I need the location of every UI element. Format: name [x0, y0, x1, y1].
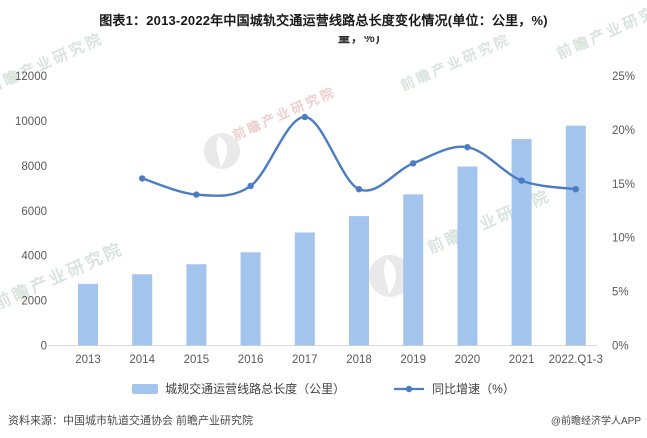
page-title: 图表1：2013-2022年中国城轨交通运营线路总长度变化情况(单位：公里，%): [99, 13, 548, 28]
growth-line-marker: [572, 185, 579, 193]
growth-line-marker: [139, 175, 146, 182]
legend-item-growth-rate: 同比增速（%）: [393, 380, 515, 397]
bar-2016: [240, 252, 261, 346]
y-axis-left-tick-label: 10000: [15, 116, 47, 128]
y-axis-right-tick-label: 10%: [612, 233, 635, 245]
chart-legend: 城规交通运营线路总长度（公里） 同比增速（%）: [0, 380, 647, 397]
x-axis-label-2017: 2017: [292, 354, 318, 366]
data-source-text: 资料来源：中国城市轨道交通协会 前瞻产业研究院: [8, 415, 254, 427]
y-axis-right-tick-label: 15%: [612, 179, 635, 191]
x-axis-label-2020: 2020: [455, 354, 481, 366]
y-axis-left-tick-label: 6000: [21, 206, 47, 218]
bar-2015: [186, 264, 207, 346]
growth-line-marker: [247, 182, 254, 190]
y-axis-right-tick-label: 20%: [612, 125, 635, 137]
growth-line-marker: [464, 143, 471, 151]
legend-bar-label: 城规交通运营线路总长度（公里）: [165, 382, 346, 396]
y-axis-left-tick-label: 8000: [21, 161, 47, 173]
x-axis-label-2014: 2014: [129, 354, 155, 366]
brand-credit-text: @前瞻经济学人APP: [550, 416, 641, 427]
growth-line-marker: [355, 185, 363, 193]
x-axis-label-2013: 2013: [75, 354, 101, 366]
x-axis-label-2018: 2018: [346, 354, 372, 366]
x-axis-label-2021: 2021: [509, 354, 535, 366]
legend-item-total-length: 城规交通运营线路总长度（公里）: [132, 380, 345, 397]
growth-line-marker: [410, 160, 417, 167]
legend-bar-swatch: [132, 383, 159, 394]
bar-2018: [349, 216, 369, 346]
x-axis-label-2022.Q1-3: 2022.Q1-3: [549, 354, 603, 366]
x-axis-label-2019: 2019: [400, 354, 426, 366]
bar-2014: [132, 274, 153, 346]
y-axis-left-tick-label: 12000: [15, 71, 47, 83]
y-axis-right-tick-label: 0%: [612, 341, 629, 353]
legend-line-swatch-icon: [394, 385, 425, 392]
y-axis-right-tick-label: 25%: [612, 71, 635, 83]
bar-2013: [78, 283, 98, 346]
growth-rate-line: [141, 115, 577, 198]
bar-2017: [294, 232, 315, 346]
y-axis-left-tick-label: 4000: [21, 251, 47, 263]
x-axis-label-2015: 2015: [184, 354, 210, 366]
x-axis-label-2016: 2016: [238, 354, 264, 366]
bar-2019: [403, 194, 424, 346]
y-axis-right-tick-label: 5%: [612, 287, 629, 299]
y-axis-left-tick-label: 2000: [21, 296, 47, 308]
legend-line-label: 同比增速（%）: [432, 382, 515, 396]
bar-2022.Q1-3: [565, 125, 586, 346]
y-axis-left-tick-label: 0: [41, 341, 47, 353]
growth-line-marker: [193, 191, 200, 198]
growth-line-marker: [301, 113, 308, 121]
footer: 资料来源：中国城市轨道交通协会 前瞻产业研究院 @前瞻经济学人APP: [0, 412, 647, 428]
bar-2021: [511, 139, 532, 346]
bar-2020: [457, 166, 478, 346]
growth-line-marker: [518, 177, 525, 184]
title-clipped-fragment: 量，%): [338, 36, 381, 44]
